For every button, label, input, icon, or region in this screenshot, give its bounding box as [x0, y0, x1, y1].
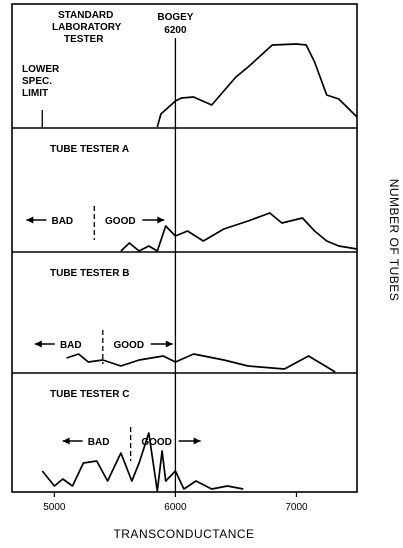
tester-a-bad-arrow-head: [26, 216, 34, 224]
lower-spec-label-3: LIMIT: [22, 88, 48, 99]
tester-a-good-arrow-head: [157, 216, 165, 224]
tester-c-bad-label: BAD: [88, 437, 110, 448]
bogey-label: BOGEY: [157, 12, 193, 23]
tester-c-series-line: [41, 432, 244, 492]
standard-series-line: [156, 43, 358, 128]
tester-b-bad-arrow-head: [34, 340, 42, 348]
tester-b-bad-label: BAD: [60, 340, 82, 351]
tester-b-series-line: [66, 353, 336, 373]
x-tick-label-7000: 7000: [285, 502, 308, 513]
standard-title-1: STANDARD: [58, 10, 113, 21]
tester-c-good-arrow-head: [193, 437, 201, 445]
y-axis-title: NUMBER OF TUBES: [387, 179, 401, 302]
chart-frame: [11, 3, 358, 493]
x-tick-label-5000: 5000: [43, 502, 66, 513]
tester-a-series-line: [120, 212, 358, 252]
tester-a-good-label: GOOD: [105, 216, 136, 227]
tester-b-good-arrow-head: [165, 340, 173, 348]
tester-c-bad-arrow-head: [62, 437, 70, 445]
standard-title-3: TESTER: [64, 34, 104, 45]
standard-title-2: LABORATORY: [52, 22, 122, 33]
tester-c-title: TUBE TESTER C: [50, 389, 129, 400]
tester-b-good-label: GOOD: [114, 340, 145, 351]
lower-spec-label-2: SPEC.: [22, 76, 52, 87]
x-axis-title: TRANSCONDUCTANCE: [113, 527, 254, 541]
tester-a-bad-label: BAD: [51, 216, 73, 227]
bogey-value-label: 6200: [164, 25, 187, 36]
lower-spec-label-1: LOWER: [22, 64, 60, 75]
x-tick-label-6000: 6000: [164, 502, 187, 513]
tester-b-title: TUBE TESTER B: [50, 268, 129, 279]
tester-c-good-label: GOOD: [141, 437, 172, 448]
tester-a-title: TUBE TESTER A: [50, 144, 129, 155]
